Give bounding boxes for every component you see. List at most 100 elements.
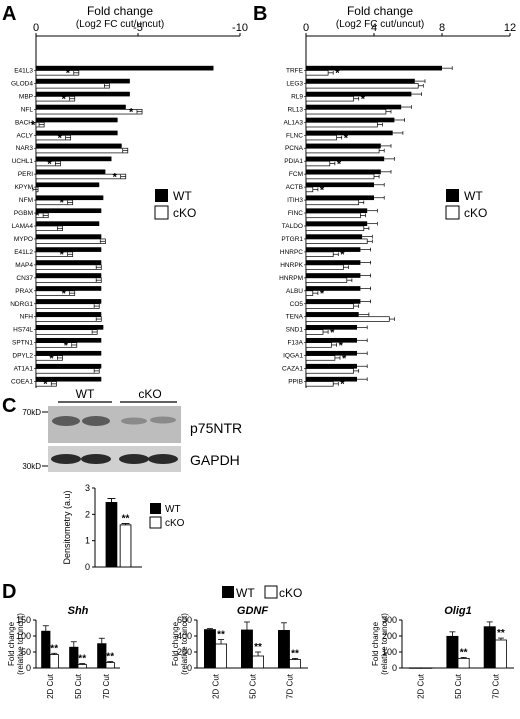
panel-a-title: Fold change — [87, 4, 153, 18]
panel-b-bar-cko — [305, 342, 332, 348]
legend-a-wt-label: WT — [173, 189, 192, 203]
band-label-p75ntr: p75NTR — [190, 420, 242, 436]
panel-b-bar-cko — [305, 225, 365, 232]
panel-b-subtitle: (Log2 FC cut/uncut) — [336, 19, 424, 30]
blot-band — [51, 454, 81, 464]
panel-a-bar-wt — [36, 130, 118, 136]
panel-a-significance-star: * — [62, 288, 67, 300]
panel-a-bar-wt — [36, 143, 122, 149]
panel-b-significance-star: * — [335, 68, 340, 80]
panel-b-marks: 0 4 8 12 TRFE * LEG3 RL9 * RL13 AL1A3 FLNC * PCNA PDIA… — [279, 22, 516, 391]
panel-b-bar-wt — [306, 169, 381, 175]
panel-a-category-label: PERI — [18, 171, 33, 178]
panel-a-bar-cko — [35, 277, 102, 283]
panel-d-gdnf-ylabel: Fold change(relative to uncut) — [171, 613, 189, 675]
panel-b-significance-star: * — [361, 94, 366, 106]
panel-a-chart: Fold change (Log2 FC cut/uncut) — [76, 4, 164, 30]
panel-a-bar-wt — [36, 208, 102, 214]
panel-d-olig1-tick-label: 0 — [392, 663, 397, 673]
panel-c-densitometry-tick-label: 0 — [85, 562, 90, 572]
panel-b-significance-star: * — [340, 249, 345, 261]
legend-d: WT cKO — [222, 585, 302, 600]
panel-b-bar-cko — [305, 290, 314, 296]
panel-d-gdnf-title: GDNF — [237, 605, 268, 617]
legend-d-cko-swatch — [264, 585, 278, 599]
panel-b-bar-cko — [305, 173, 375, 180]
panel-a-bar-wt — [36, 117, 118, 123]
panel-b-significance-star: * — [342, 353, 347, 365]
panel-d-shh-tick-label: 50 — [21, 647, 31, 657]
blot-band — [148, 454, 178, 464]
legend-d-cko-label: cKO — [279, 586, 302, 600]
panel-b-category-label: FINC — [288, 210, 303, 217]
panel-d-shh-significance-star: ** — [50, 643, 58, 654]
panel-b-category-label: LEG3 — [286, 80, 303, 87]
panel-c-densitometry-significance-star: ** — [122, 514, 130, 525]
panel-b-bar-cko — [305, 238, 368, 244]
panel-b-category-label: FLNC — [286, 132, 303, 139]
panel-d-olig1-bar-cko — [457, 658, 470, 669]
legend-b-wt-swatch — [446, 189, 459, 202]
panel-b-category-label: RL13 — [287, 106, 303, 113]
panel-d-olig1-category-label: 2D Cut — [417, 673, 426, 699]
panel-a-bar-wt — [36, 78, 130, 84]
panel-d-gdnf-bar-cko — [252, 655, 265, 669]
panel-a-bar-wt — [36, 156, 112, 162]
panel-d-shh-tick-label: 150 — [16, 615, 31, 625]
panel-a-category-label: DPYL2 — [12, 353, 33, 360]
panel-a-bar-cko — [35, 251, 74, 257]
panel-b-bar-wt — [306, 247, 361, 252]
panel-d-gdnf-category-label: 5D Cut — [249, 673, 258, 699]
legend-b-cko-label: cKO — [464, 206, 487, 220]
panel-a-significance-star: * — [49, 353, 54, 365]
panel-d-shh-bar-wt — [69, 646, 79, 669]
panel-a-category-label: ACLY — [17, 132, 34, 139]
panel-a-bar-wt — [36, 182, 100, 188]
panel-d-shh-bar-cko — [49, 654, 59, 669]
panel-a-bar-cko — [35, 342, 78, 348]
blot-band — [52, 416, 80, 426]
panel-d-gdnf-bar-wt — [203, 629, 216, 669]
panel-b-bar-wt — [306, 325, 357, 330]
panel-d-gdnf-category-label: 7D Cut — [286, 673, 295, 699]
panel-d-olig1-bar-wt — [446, 635, 459, 669]
panel-b-bar-cko — [305, 147, 380, 154]
panel-d-olig1-tick-label: 100 — [382, 647, 397, 657]
panel-c-densitometry-tick-label: 3 — [85, 483, 90, 493]
panel-b-bar-cko — [305, 329, 324, 335]
panel-b-category-label: IQGA1 — [283, 353, 303, 360]
panel-b-bar-cko — [305, 212, 361, 219]
panel-a-bar-cko — [35, 329, 98, 335]
panel-b-category-label: HNRPM — [279, 275, 303, 282]
panel-b-bar-cko — [305, 199, 360, 206]
panel-b-bar-cko — [305, 96, 354, 102]
panel-d-shh-category-label: 5D Cut — [74, 673, 83, 699]
legend-c-cko-swatch — [149, 516, 162, 529]
panel-b-category-label: TRFE — [286, 67, 304, 74]
panel-b-category-label: F13A — [287, 340, 303, 347]
panel-d-olig1-bar-cko — [494, 639, 507, 669]
panel-c-densitometry-marks: 0 1 2 3 Densitometry (a.u) ** — [62, 483, 142, 572]
panel-b-bar-wt — [306, 78, 415, 84]
panel-b-bar-cko — [305, 83, 419, 89]
panel-c-densitometry-bar-wt — [105, 502, 118, 568]
panel-a-bar-wt — [36, 286, 102, 291]
panel-a-significance-star: * — [35, 210, 40, 222]
panel-a-category-label: NFL — [21, 106, 34, 113]
panel-a-bar-wt — [36, 234, 102, 239]
panel-a-bar-wt — [36, 247, 102, 252]
panel-d-olig1-bar-cko — [420, 667, 433, 669]
panel-a-bar-wt — [36, 337, 102, 343]
panel-b-bar-cko — [305, 160, 331, 167]
panel-d-gdnf-category-label: 2D Cut — [212, 673, 221, 699]
panel-a-category-label: NFM — [19, 197, 33, 204]
panel-b-category-label: ACTB — [286, 184, 303, 191]
panel-a-significance-star: * — [43, 379, 48, 391]
panel-b-category-label: TALDO — [282, 223, 303, 230]
panel-b-tick-label: 12 — [504, 22, 516, 34]
panel-b-category-label: RL9 — [291, 93, 303, 100]
blot-band — [150, 416, 176, 424]
